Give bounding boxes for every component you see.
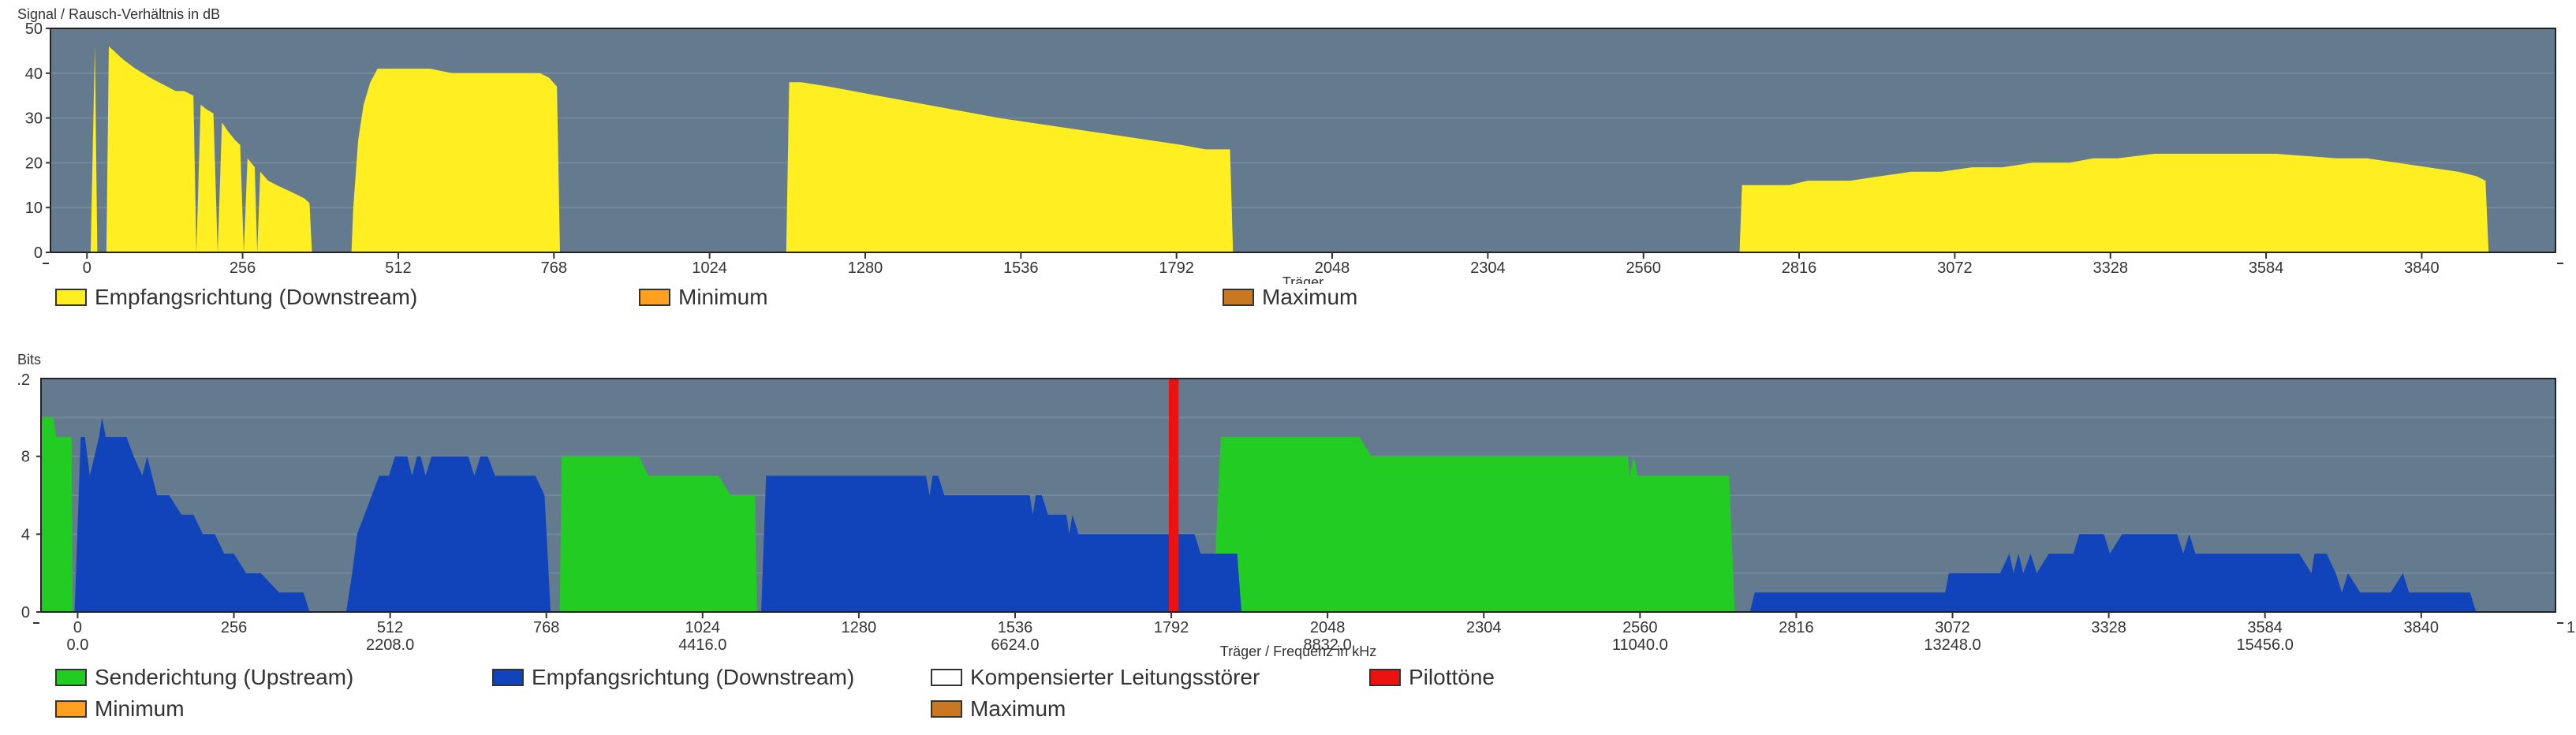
x-tick-label: 512	[377, 619, 403, 636]
x-tick-label: 1792	[1154, 619, 1189, 636]
legend-swatch	[55, 289, 87, 306]
y-tick-label: 8	[21, 449, 30, 466]
legend-label: Minimum	[95, 696, 185, 721]
x-tick-label-frequency: 4416.0	[678, 636, 726, 654]
plot-frame	[50, 28, 2556, 253]
x-tick-label: 768	[541, 259, 567, 277]
snr-chart: 0 10 20 30 40 50 0 256 512 768 1024 1280 1536 1792 204…	[0, 0, 2576, 284]
y-tick-label-top: .2	[17, 371, 30, 389]
legend-label: Pilottöne	[1409, 665, 1495, 689]
x-tick-label: 3072	[1937, 259, 1973, 277]
legend-swatch	[55, 669, 87, 686]
x-tick-label: 256	[230, 259, 256, 277]
x-tick-label: 256	[221, 619, 247, 636]
bits-legend: Senderichtung (Upstream) Empfangsrichtung…	[0, 664, 2576, 735]
x-tick-label: 3072	[1935, 619, 1970, 636]
legend-item: Minimum	[639, 284, 768, 311]
y-tick-label: 4	[21, 526, 30, 543]
x-tick-label: 768	[533, 619, 559, 636]
x-tick-label: 3584	[2247, 619, 2283, 636]
legend-item: Senderichtung (Upstream)	[55, 664, 353, 691]
x-tick-label: 2304	[1466, 619, 1502, 636]
series-area-empfangsrichtung	[90, 46, 2489, 252]
legend-swatch	[55, 700, 87, 718]
legend-swatch	[492, 669, 524, 686]
x-tick-label-frequency: 15456.0	[2237, 636, 2294, 654]
y-tick-label: 0	[21, 604, 30, 621]
series-area-senderichtung	[41, 417, 1735, 612]
legend-swatch	[1369, 669, 1401, 686]
x-tick-label: 3840	[2404, 259, 2440, 277]
x-axis-title: Träger	[1282, 274, 1323, 284]
x-tick-label: 2816	[1779, 619, 1814, 636]
x-tick-label: 1536	[998, 619, 1033, 636]
x-tick-label: 1792	[1159, 259, 1194, 277]
x-tick-label: 3840	[2404, 619, 2440, 636]
legend-swatch	[1223, 289, 1254, 306]
legend-item: Kompensierter Leitungsstörer	[931, 664, 1260, 691]
x-tick-label-end: 17	[2567, 619, 2576, 636]
legend-label: Maximum	[970, 696, 1066, 721]
legend-label: Maximum	[1262, 285, 1358, 309]
x-tick-label: 3328	[2091, 619, 2126, 636]
legend-item: Maximum	[1223, 284, 1357, 311]
chart-svg-2: 0 4 8 .2 0 256 512 768 1024 1280 1536 1792 2048 2304 2…	[17, 352, 2576, 659]
x-tick-label-frequency: 6624.0	[991, 636, 1039, 654]
x-tick-label: 3584	[2249, 259, 2284, 277]
x-tick-label-frequency: 8832.0	[1304, 636, 1352, 654]
x-tick-label: 0	[73, 619, 82, 636]
y-tick-label: 0	[34, 244, 43, 262]
x-tick-label: 1280	[842, 619, 877, 636]
x-tick-label: 2304	[1470, 259, 1506, 277]
y-tick-label: 50	[25, 21, 43, 38]
x-tick-label: 1536	[1003, 259, 1039, 277]
x-tick-label: 2560	[1626, 259, 1661, 277]
y-axis-title: Signal / Rausch-Verhältnis in dB	[17, 6, 220, 22]
x-tick-label: 2048	[1315, 259, 1350, 277]
x-tick-label: 1280	[848, 259, 883, 277]
series-area-empfangsrichtung	[74, 417, 2477, 612]
x-tick-label: 2560	[1622, 619, 1658, 636]
y-tick-label: 30	[25, 110, 43, 128]
legend-label: Senderichtung (Upstream)	[95, 665, 354, 689]
x-tick-label: 2048	[1310, 619, 1346, 636]
legend-item: Empfangsrichtung (Downstream)	[492, 664, 854, 691]
chart-svg-1: 0 10 20 30 40 50 0 256 512 768 1024 1280 1536 1792 204…	[17, 6, 2563, 284]
x-tick-label-frequency: 2208.0	[366, 636, 414, 654]
x-tick-label-frequency: 11040.0	[1612, 636, 1668, 654]
legend-item: Pilottöne	[1369, 664, 1495, 691]
x-tick-label: 0	[83, 259, 91, 277]
x-tick-label: 1024	[685, 619, 721, 636]
snr-legend: Empfangsrichtung (Downstream) Minimum Maxi…	[0, 284, 2576, 331]
y-tick-label: 40	[25, 65, 43, 83]
legend-label: Kompensierter Leitungsstörer	[970, 665, 1260, 689]
pilot-tone-bar	[1168, 379, 1179, 612]
legend-label: Empfangsrichtung (Downstream)	[532, 665, 855, 689]
x-tick-label: 3328	[2093, 259, 2128, 277]
x-tick-label-frequency: 13248.0	[1924, 636, 1981, 654]
x-tick-label: 2816	[1782, 259, 1817, 277]
y-tick-label: 20	[25, 155, 43, 172]
x-tick-label: 512	[385, 259, 411, 277]
legend-swatch	[931, 700, 962, 718]
plot-frame	[40, 378, 2556, 613]
legend-item: Empfangsrichtung (Downstream)	[55, 284, 417, 311]
y-tick-label: 10	[25, 200, 43, 217]
y-axis-title: Bits	[17, 352, 41, 368]
legend-label: Minimum	[678, 285, 768, 309]
legend-swatch	[931, 669, 962, 686]
legend-swatch	[639, 289, 670, 306]
x-tick-label-frequency: 0.0	[67, 636, 89, 654]
legend-item: Minimum	[55, 696, 185, 722]
bits-chart: 0 4 8 .2 0 256 512 768 1024 1280 1536 1792 2048 2304 2…	[0, 347, 2576, 678]
legend-label: Empfangsrichtung (Downstream)	[95, 285, 418, 309]
x-tick-label: 1024	[692, 259, 727, 277]
legend-item: Maximum	[931, 696, 1066, 722]
x-axis-title: Träger / Frequenz in kHz	[1220, 644, 1376, 659]
